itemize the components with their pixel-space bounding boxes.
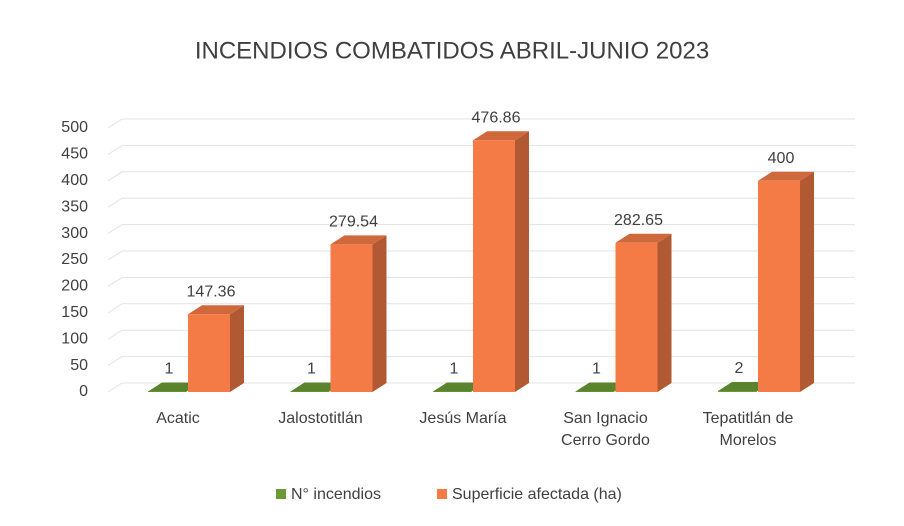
y-tick-label: 50 [70,357,88,374]
bar [330,244,373,392]
legend-label: N° incendios [291,486,381,503]
data-label: 1 [450,361,459,378]
grid-line [107,144,855,155]
legend-label: Superficie afectada (ha) [452,486,622,503]
data-label: 400 [768,150,795,167]
bar-top [615,233,672,243]
x-tick-label: San Ignacio Cerro Gordo [561,410,650,449]
bar-side [800,171,814,392]
data-label: 279.54 [329,214,378,231]
x-tick-label: Jalostotitlán [278,410,363,427]
x-tick-label: Tepatitlán de Morelos [702,410,794,449]
bar [718,390,756,392]
bar-top [290,382,343,392]
bar-top [473,131,529,141]
y-tick-label: 400 [61,172,88,189]
bar [433,391,471,392]
bar-top [188,305,244,315]
bar-top [758,171,814,181]
data-label: 282.65 [614,212,663,229]
y-tick-label: 350 [61,198,88,215]
grid-line [107,276,855,287]
grid-line [107,224,855,235]
bar [758,180,800,392]
grid-line [107,250,855,261]
grid-line [107,303,855,314]
bar-side [515,131,529,392]
y-tick-label: 300 [61,225,88,242]
grid-line [107,356,855,367]
legend-swatch [276,489,286,499]
x-tick-label: Jesús María [419,410,507,427]
legend-swatch [437,489,447,499]
bar-top [433,382,485,392]
bar [188,314,230,392]
chart-title: INCENDIOS COMBATIDOS ABRIL-JUNIO 2023 [195,37,709,64]
data-label: 1 [165,361,174,378]
bar-side [657,233,672,392]
grid-line [107,171,855,182]
data-label: 1 [592,361,601,378]
y-tick-label: 450 [61,146,88,163]
bar [473,140,515,392]
bar [615,242,658,392]
y-tick-label: 0 [79,383,88,400]
y-tick-label: 200 [61,278,88,295]
data-label: 147.36 [187,283,236,300]
bar-top [148,382,200,392]
grid-line [107,118,855,129]
bar-top [718,381,770,391]
grid-line [107,329,855,340]
y-tick-label: 150 [61,304,88,321]
bar [575,391,614,392]
bar-side [372,235,387,392]
data-label: 476.86 [472,109,521,126]
grid-line [107,197,855,208]
bar [148,391,186,392]
bar [290,391,329,392]
y-tick-label: 100 [61,330,88,347]
y-tick-label: 500 [61,119,88,136]
bar-side [230,305,244,392]
bar-top [575,382,628,392]
data-label: 2 [735,360,744,377]
bar-top [330,235,387,245]
x-tick-label: Acatic [156,410,200,427]
y-tick-label: 250 [61,251,88,268]
data-label: 1 [307,361,316,378]
